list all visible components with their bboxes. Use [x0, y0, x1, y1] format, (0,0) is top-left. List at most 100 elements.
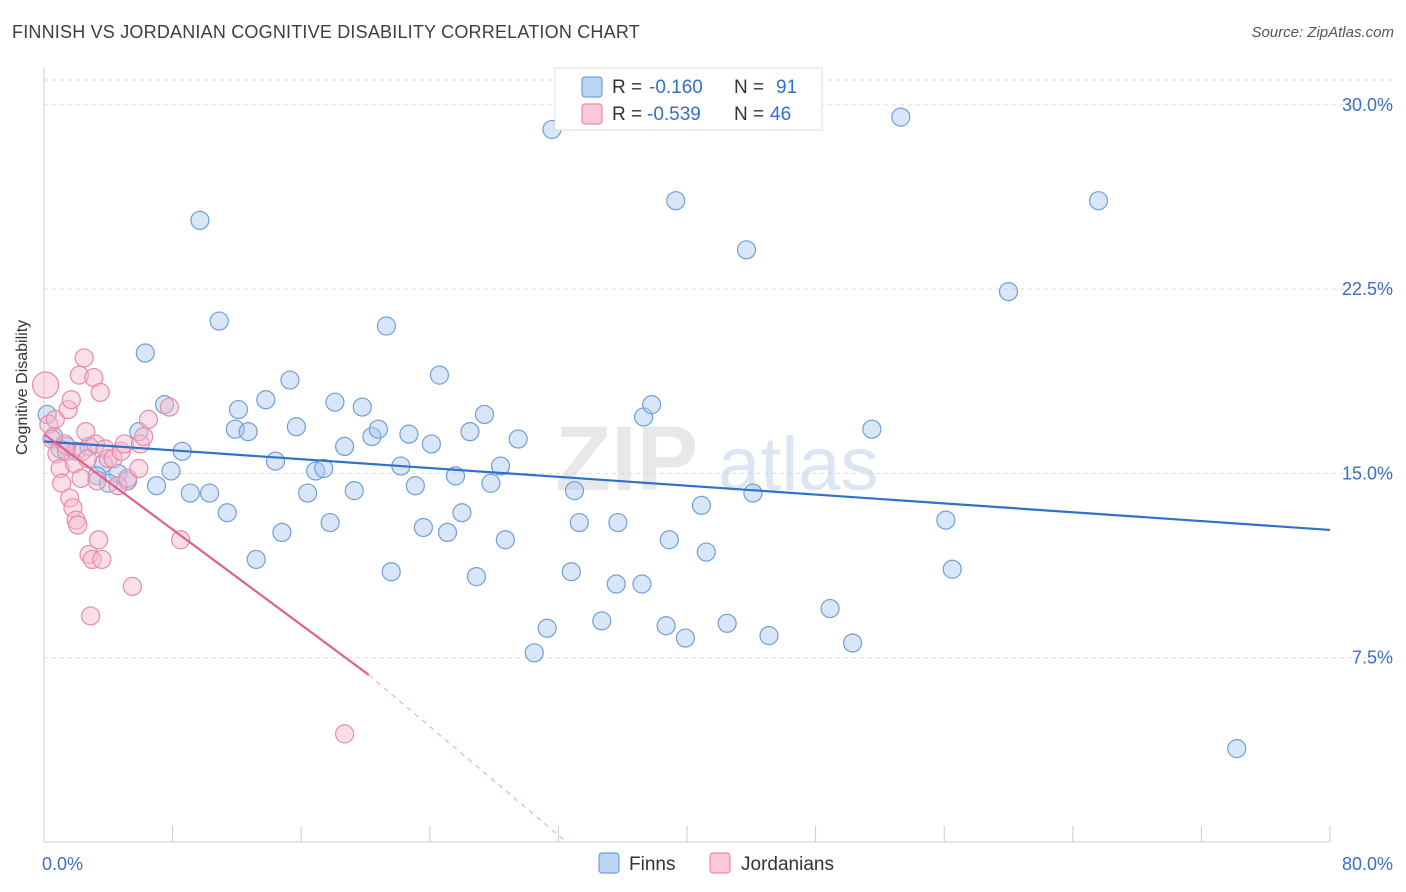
finns-point-45 [405, 476, 425, 496]
finns-point-18 [190, 210, 210, 230]
finns-point-79 [743, 483, 763, 503]
finns-point-49 [437, 522, 458, 543]
legend-jordanians-n-label: N = [734, 104, 764, 125]
jordanians-point-17 [71, 468, 91, 488]
jordanians-point-34 [108, 476, 128, 496]
jordanians-point-29 [90, 382, 110, 402]
finns-point-83 [862, 419, 882, 439]
finns-point-62 [561, 562, 581, 582]
legend-finns-n-label: N = [734, 77, 764, 98]
legend-finns-r-label: R = [612, 77, 642, 98]
finns-point-75 [691, 495, 712, 515]
finns-point-64 [569, 512, 589, 533]
jordanians-point-36 [114, 434, 134, 454]
finns-point-66 [606, 574, 626, 594]
legend-jordanians-n-value: 46 [770, 104, 791, 125]
finns-point-46 [413, 517, 433, 538]
finns-point-13 [146, 476, 167, 496]
legend-jordanians-r-value: -0.539 [647, 104, 701, 125]
finns-point-88 [1088, 191, 1109, 211]
watermark-zip: ZIP [555, 408, 698, 510]
finns-point-47 [421, 434, 442, 454]
finns-point-34 [320, 512, 340, 533]
finns-point-55 [481, 473, 501, 493]
jordanians-point-15 [68, 515, 88, 535]
finns-point-25 [246, 549, 266, 570]
gridlines [44, 79, 1392, 659]
tick-labels: 7.5% 15.0% 22.5% 30.0% 0.0% 80.0% [42, 95, 1393, 874]
finns-point-85 [936, 510, 956, 530]
jordanians-point-6 [52, 473, 72, 493]
bottom-legend: Finns Jordanians [598, 852, 834, 875]
finns-point-58 [508, 429, 528, 449]
jordanians-trend-extension [368, 674, 567, 843]
finns-point-86 [942, 559, 962, 579]
axes [43, 68, 1331, 843]
finns-point-82 [842, 633, 863, 653]
jordanians-point-30 [92, 549, 112, 570]
finns-point-32 [306, 461, 326, 481]
finns-point-65 [592, 611, 612, 631]
x-tick-label-0: 0.0% [42, 854, 83, 874]
chart-title: FINNISH VS JORDANIAN COGNITIVE DISABILIT… [12, 22, 640, 42]
finns-point-44 [399, 424, 419, 444]
jordanians-trend-line [43, 433, 370, 676]
bottom-legend-finns-swatch [598, 852, 620, 874]
finns-point-59 [524, 643, 544, 663]
finns-point-23 [228, 399, 249, 420]
finns-point-80 [759, 625, 779, 646]
finns-point-19 [199, 483, 220, 503]
jordanians-points [32, 348, 355, 744]
finns-point-41 [376, 316, 396, 336]
finns-point-24 [238, 422, 258, 442]
finns-point-50 [445, 466, 466, 486]
jordanians-point-39 [129, 458, 149, 479]
finns-point-35 [325, 392, 345, 412]
finns-point-12 [135, 343, 155, 363]
y-tick-label-0: 7.5% [1352, 648, 1393, 668]
finns-point-70 [642, 395, 662, 415]
jordanians-point-43 [159, 397, 179, 417]
jordanians-point-38 [122, 576, 143, 597]
finns-point-36 [335, 436, 355, 456]
finns-point-38 [352, 397, 372, 417]
finns-trend-line [43, 440, 1331, 532]
finns-point-89 [1227, 739, 1247, 759]
finns-point-81 [820, 598, 840, 619]
finns-point-72 [659, 530, 679, 550]
finns-point-87 [998, 282, 1019, 302]
finns-point-57 [495, 530, 515, 550]
jordanians-point-41 [134, 426, 154, 447]
bottom-legend-jordanians-swatch [709, 852, 731, 874]
finns-point-76 [696, 542, 716, 562]
bottom-legend-jordanians-label: Jordanians [741, 854, 834, 875]
finns-point-20 [209, 311, 229, 331]
finns-point-29 [280, 370, 300, 390]
trend-lines [43, 433, 1331, 843]
finns-point-31 [298, 483, 318, 503]
source-label: Source: ZipAtlas.com [1251, 24, 1394, 41]
finns-point-40 [368, 419, 388, 439]
finns-point-42 [381, 562, 401, 582]
finns-point-52 [460, 422, 480, 442]
jordanians-point-44 [171, 530, 191, 550]
jordanians-point-23 [81, 606, 101, 626]
jordanians-point-42 [138, 409, 159, 429]
finns-point-48 [429, 365, 450, 385]
x-tick-label-1: 80.0% [1342, 854, 1393, 874]
finns-point-26 [256, 390, 276, 410]
jordanians-point-1 [39, 414, 59, 434]
legend-jordanians-r-label: R = [612, 104, 642, 125]
jordanians-point-28 [89, 530, 109, 550]
y-tick-label-1: 15.0% [1342, 463, 1393, 483]
finns-point-74 [675, 628, 695, 648]
finns-point-28 [272, 522, 292, 543]
finns-point-39 [362, 426, 382, 447]
jordanians-point-45 [335, 724, 355, 744]
finns-point-37 [344, 481, 364, 501]
jordanians-point-0 [32, 371, 60, 399]
legend-finns-r-value: -0.160 [649, 77, 703, 98]
finns-point-56 [490, 456, 511, 476]
finns-point-78 [736, 240, 757, 260]
